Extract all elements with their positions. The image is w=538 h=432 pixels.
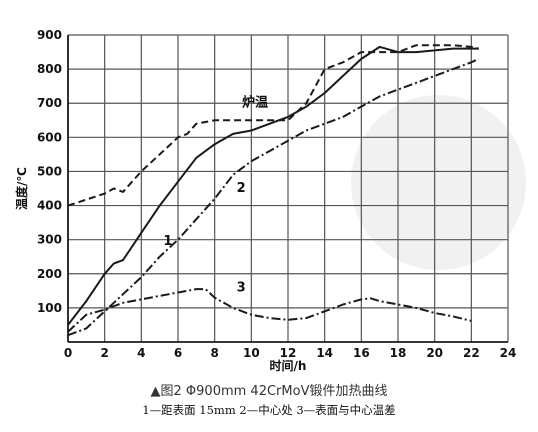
y-tick-label: 900 — [37, 28, 62, 42]
line-chart: 0 2 4 6 8 10 12 14 16 18 20 22 24 100 200 300 400 500 600 7… — [14, 28, 517, 373]
x-tick-label: 6 — [174, 346, 182, 360]
x-tick-label: 22 — [463, 346, 480, 360]
series-line-3 — [67, 288, 472, 333]
x-tick-label: 24 — [500, 346, 517, 360]
y-tick-label: 700 — [37, 96, 62, 110]
chart-svg: 0 2 4 6 8 10 12 14 16 18 20 22 241002003004005006007… — [14, 28, 517, 373]
y-tick-label: 400 — [37, 199, 62, 213]
x-tick-label: 2 — [100, 346, 108, 360]
y-tick-label: 500 — [37, 164, 62, 178]
series-label-2: 2 — [237, 181, 246, 196]
figure-caption: ▲图2 Φ900mm 42CrMoV锻件加热曲线 — [150, 384, 388, 399]
series-label-炉温: 炉温 — [242, 95, 268, 111]
series-line-2 — [67, 57, 480, 337]
x-tick-label: 8 — [210, 346, 218, 360]
series-line-1 — [67, 45, 479, 326]
series-line-炉温 — [67, 44, 479, 207]
x-tick-label: 4 — [137, 346, 145, 360]
x-tick-label: 14 — [316, 346, 333, 360]
y-tick-label: 100 — [37, 301, 62, 315]
figure-legend-caption: 1—距表面 15mm 2—中心处 3—表面与中心温差 — [142, 403, 396, 417]
y-tick-label: 300 — [37, 233, 62, 247]
y-tick-label: 200 — [37, 267, 62, 281]
y-tick-label: 800 — [37, 62, 62, 76]
x-tick-label: 20 — [426, 346, 443, 360]
y-axis-label: 温度/℃ — [14, 167, 29, 210]
x-axis-label: 时间/h — [270, 358, 307, 372]
x-tick-label: 12 — [280, 346, 297, 360]
x-tick-label: 16 — [353, 346, 370, 360]
series-label-3: 3 — [237, 281, 246, 296]
x-tick-label: 10 — [243, 346, 260, 360]
series-label-1: 1 — [163, 234, 172, 249]
x-tick-label: 0 — [64, 346, 72, 360]
x-tick-label: 18 — [390, 346, 407, 360]
y-tick-label: 600 — [37, 130, 62, 144]
